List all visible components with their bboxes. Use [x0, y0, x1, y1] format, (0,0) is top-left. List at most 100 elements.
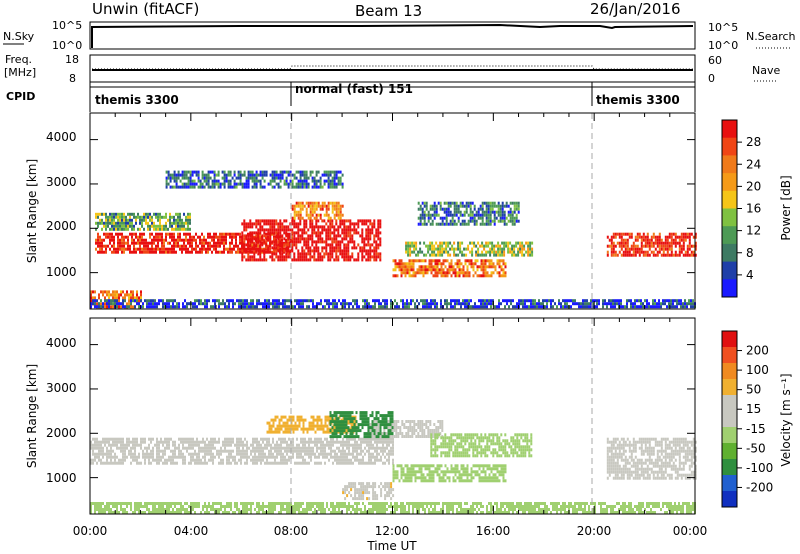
power-cell-region-1 — [183, 221, 185, 225]
velocity-cell-region-0 — [368, 452, 370, 456]
power-cell-region-2 — [361, 249, 364, 253]
power-cell-region-4 — [468, 274, 471, 278]
power-cell-region-2 — [353, 231, 356, 235]
power-cell-region-2 — [293, 243, 296, 247]
power-cell-region-1 — [103, 212, 105, 216]
power-cell-region-2 — [337, 246, 340, 250]
power-cell-region-5 — [521, 250, 524, 254]
power-cell-region-4 — [472, 274, 475, 278]
power-cell-region-1 — [127, 221, 129, 225]
power-cell-region-7 — [614, 253, 617, 257]
power-cell-region-2 — [311, 249, 314, 253]
velocity-cell-region-0 — [372, 437, 374, 441]
power-cell-region-2 — [289, 240, 292, 244]
power-cell-region-2 — [301, 249, 304, 253]
power-cell-region-10 — [297, 170, 300, 174]
power-cell-region-9 — [546, 299, 548, 303]
power-cell-region-2 — [357, 225, 360, 229]
power-cell-region-9 — [440, 299, 442, 303]
power-cell-region-0 — [123, 250, 125, 254]
power-cell-region-2 — [305, 258, 308, 262]
power-cell-region-10 — [251, 176, 254, 180]
power-cell-region-6 — [429, 222, 432, 226]
power-cell-region-4 — [412, 274, 415, 278]
power-cell-region-4 — [408, 265, 411, 269]
velocity-cell-region-0 — [254, 449, 256, 453]
velocity-cell-region-2 — [414, 479, 417, 483]
power-cell-region-0 — [141, 238, 143, 242]
power-cell-region-5 — [471, 247, 474, 251]
velocity-cell-region-0 — [260, 449, 262, 453]
power-cell-region-8 — [132, 290, 134, 294]
velocity-cell-region-0 — [172, 452, 174, 456]
velocity-cell-region-0 — [272, 446, 274, 450]
power-cell-region-2 — [265, 243, 268, 247]
velocity-cell-region-0 — [164, 452, 166, 456]
power-cell-region-10 — [175, 176, 178, 180]
power-cell-region-9 — [242, 299, 244, 303]
power-cell-region-9 — [440, 302, 442, 306]
velocity-cell-region-0 — [276, 446, 278, 450]
velocity-cell-region-0 — [320, 446, 322, 450]
power-cell-region-2 — [319, 237, 322, 241]
power-cell-region-2 — [377, 225, 380, 229]
power-cell-region-9 — [682, 305, 684, 309]
velocity-cell-region-1 — [397, 432, 400, 435]
power-cell-region-9 — [410, 299, 412, 303]
power-cell-region-9 — [634, 299, 636, 303]
power-cell-region-5 — [529, 253, 532, 257]
power-cell-region-9 — [238, 299, 240, 303]
power-cell-region-2 — [369, 243, 372, 247]
power-cell-region-9 — [536, 302, 538, 306]
velocity-cell-region-0 — [118, 458, 120, 462]
power-cell-region-7 — [618, 241, 621, 245]
power-cell-region-7 — [644, 241, 647, 245]
power-cell-region-4 — [448, 262, 451, 266]
power-cell-region-10 — [229, 179, 232, 183]
velocity-cell-region-0 — [108, 437, 110, 441]
velocity-cell-region-0 — [298, 443, 300, 447]
velocity-cell-region-0 — [228, 437, 230, 441]
power-cell-region-1 — [139, 215, 141, 219]
power-cell-region-9 — [200, 302, 202, 306]
power-cell-region-5 — [527, 247, 530, 251]
power-cell-region-10 — [313, 176, 316, 180]
power-cell-region-0 — [149, 232, 151, 236]
power-cell-region-10 — [255, 176, 258, 180]
power-cell-region-9 — [566, 305, 568, 309]
power-cell-region-2 — [379, 255, 382, 259]
power-cell-region-9 — [608, 302, 610, 306]
power-cell-region-2 — [269, 222, 272, 226]
power-cell-region-1 — [151, 221, 153, 225]
velocity-cell-region-0 — [362, 461, 364, 465]
velocity-cell-region-0 — [166, 458, 168, 462]
velocity-cell-region-0 — [346, 455, 348, 459]
power-cell-region-2 — [247, 222, 250, 226]
power-cell-region-3 — [299, 216, 302, 220]
power-cell-region-9 — [218, 305, 220, 309]
velocity-cell-region-2 — [402, 467, 405, 471]
power-cell-region-9 — [266, 302, 268, 306]
power-cell-region-10 — [181, 176, 184, 180]
power-cell-region-9 — [598, 302, 600, 306]
power-cell-region-9 — [690, 305, 692, 309]
power-cell-region-9 — [452, 305, 454, 309]
velocity-cell-region-0 — [246, 446, 248, 450]
power-cell-region-2 — [249, 225, 252, 229]
power-cell-region-7 — [634, 250, 637, 254]
power-cell-region-0 — [135, 241, 137, 245]
power-cell-region-2 — [295, 240, 298, 244]
power-cell-region-9 — [94, 299, 96, 303]
power-cell-region-3 — [335, 201, 338, 205]
power-cell-region-0 — [231, 241, 233, 245]
power-cell-region-0 — [189, 232, 191, 236]
power-cell-region-2 — [309, 246, 312, 250]
power-cell-region-1 — [149, 215, 151, 219]
power-cell-region-0 — [173, 247, 175, 251]
power-cell-region-7 — [636, 247, 639, 251]
power-cell-region-10 — [217, 170, 220, 174]
velocity-cell-region-0 — [180, 449, 182, 453]
power-cell-region-4 — [434, 268, 437, 272]
power-cell-region-2 — [297, 225, 300, 229]
power-cell-region-3 — [325, 207, 328, 211]
